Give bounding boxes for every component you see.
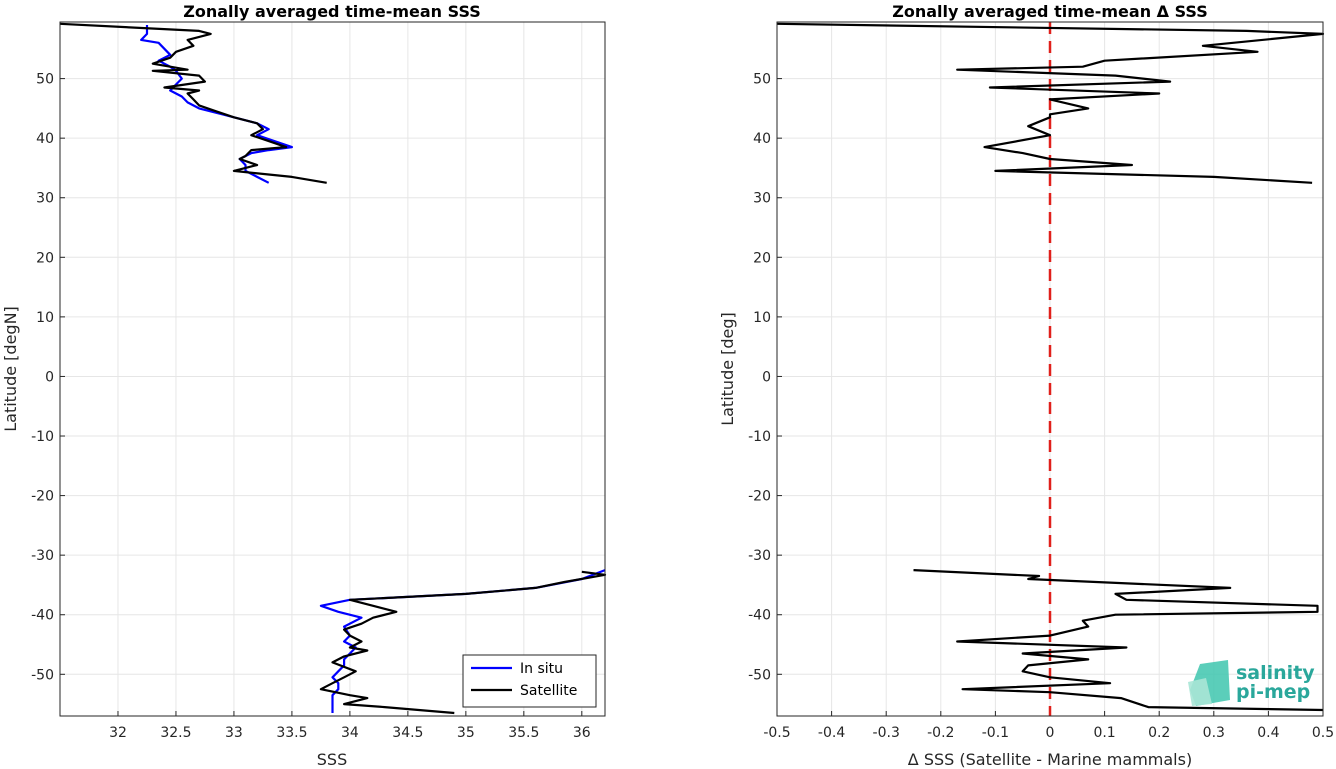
tick-labels: -0.5 -0.4 -0.3 -0.2 -0.1 0 0.1 0.2 0.3 0.4 0.5 -50 -…: [748, 72, 1334, 741]
y-tick-label: 30: [36, 191, 54, 207]
y-tick-label: 40: [753, 131, 771, 147]
in-situ-series-line: [140, 25, 293, 184]
x-axis-label: Δ SSS (Satellite - Marine mammals): [908, 750, 1192, 769]
tick-labels: 32 32.5 33 33.5 34 34.5 35 35.5 36 -50 -40 -30 -20 -1…: [31, 72, 591, 741]
x-tick-label: -0.2: [927, 725, 954, 741]
y-axis-label: Latitude [degN]: [1, 306, 20, 432]
y-tick-label: -10: [31, 429, 54, 445]
y-tick-label: -30: [748, 548, 771, 564]
x-tick-label: 0.2: [1148, 725, 1170, 741]
x-tick-label: -0.1: [982, 725, 1009, 741]
x-tick-label: 36: [573, 725, 591, 741]
legend: In situ Satellite: [462, 654, 597, 708]
y-tick-label: 0: [762, 369, 771, 385]
satellite-series-line: [59, 22, 327, 184]
delta-series-line: [776, 22, 1325, 184]
y-tick-label: -50: [31, 667, 54, 683]
x-tick-label: 32: [109, 725, 127, 741]
x-tick-label: -0.3: [873, 725, 900, 741]
x-tick-label: 33: [225, 725, 243, 741]
x-tick-label: 33.5: [276, 725, 307, 741]
y-axis-label: Latitude [deg]: [718, 312, 737, 426]
y-tick-label: -20: [31, 489, 54, 505]
x-axis-label: SSS: [317, 750, 347, 769]
y-tick-label: -30: [31, 548, 54, 564]
sss-panel: Zonally averaged time-mean SSS 32 32.5 33 3…: [1, 2, 607, 769]
y-tick-label: 40: [36, 131, 54, 147]
legend-entry-in-situ: In situ: [520, 661, 563, 677]
satellite-series-line: [319, 570, 607, 715]
logo-line-1: salinity: [1236, 662, 1315, 684]
x-tick-label: 32.5: [160, 725, 191, 741]
x-tick-label: 34: [341, 725, 359, 741]
chart-title: Zonally averaged time-mean SSS: [183, 2, 481, 21]
y-tick-label: 50: [36, 72, 54, 88]
x-tick-label: 0.5: [1312, 725, 1334, 741]
y-tick-label: -20: [748, 489, 771, 505]
y-tick-label: 20: [753, 250, 771, 266]
y-tick-label: -50: [748, 667, 771, 683]
legend-box: [462, 654, 597, 708]
x-tick-label: -0.4: [818, 725, 845, 741]
x-tick-label: 0.4: [1257, 725, 1279, 741]
y-tick-label: -40: [748, 608, 771, 624]
y-tick-label: 0: [45, 369, 54, 385]
y-tick-label: -10: [748, 429, 771, 445]
x-tick-label: -0.5: [763, 725, 790, 741]
grid: [60, 22, 605, 716]
plot-frame: [776, 21, 1324, 717]
delta-series-line: [913, 569, 1324, 712]
y-tick-label: 30: [753, 191, 771, 207]
y-tick-label: 50: [753, 72, 771, 88]
x-tick-label: 35: [457, 725, 475, 741]
y-tick-label: 20: [36, 250, 54, 266]
y-tick-label: 10: [36, 310, 54, 326]
series-lines: [59, 22, 607, 715]
y-tick-label: -40: [31, 608, 54, 624]
logo-line-2: pi-mep: [1236, 681, 1310, 703]
logo-icon-shade: [1188, 678, 1212, 706]
plot-frame: [59, 21, 606, 717]
series-lines: [776, 22, 1325, 712]
x-tick-label: 35.5: [508, 725, 539, 741]
delta-sss-panel: Zonally averaged time-mean Δ SSS -0.5 -0.…: [718, 2, 1334, 769]
y-tick-label: 10: [753, 310, 771, 326]
x-tick-label: 34.5: [392, 725, 423, 741]
chart-title: Zonally averaged time-mean Δ SSS: [892, 2, 1208, 21]
salinity-pi-mep-logo: salinity pi-mep: [1188, 660, 1315, 706]
legend-entry-satellite: Satellite: [520, 683, 577, 699]
x-tick-label: 0.1: [1093, 725, 1115, 741]
x-tick-label: 0.3: [1203, 725, 1225, 741]
x-tick-label: 0: [1046, 725, 1055, 741]
